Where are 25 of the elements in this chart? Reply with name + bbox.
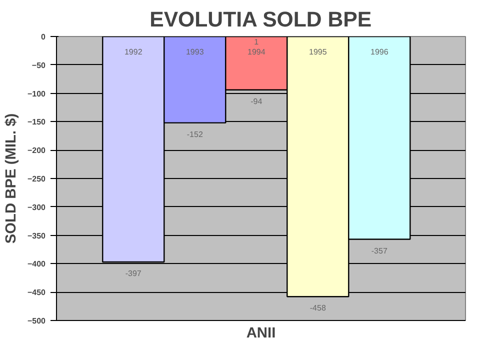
x-axis-title: ANII (246, 326, 276, 342)
y-tick-label: −250 (27, 174, 46, 184)
x-tick-label: 1992 (124, 48, 143, 56)
y-tick-label: −450 (27, 288, 46, 298)
y-tick-label: −200 (27, 146, 46, 156)
annotation: 1 (254, 38, 260, 46)
y-tick-label: −150 (27, 118, 46, 127)
y-axis-title: SOLD BPE (MIL. $) (3, 113, 20, 244)
y-tick-label: −50 (32, 60, 46, 70)
y-tick-label: −400 (27, 260, 46, 269)
y-tick-label: −100 (27, 89, 46, 98)
x-tick-label: 1995 (308, 48, 328, 56)
data-label: -152 (186, 130, 204, 139)
x-tick-label: 1994 (247, 48, 266, 56)
data-label: -458 (310, 304, 326, 313)
y-tick-label: −300 (27, 202, 46, 212)
y-tick-label: −500 (27, 316, 46, 326)
y-tick-label: 0 (41, 32, 46, 42)
chart-title: EVOLUTIA SOLD BPE (150, 8, 372, 32)
data-label: -94 (250, 96, 263, 106)
data-label: -357 (371, 246, 388, 256)
x-tick-label: 1996 (370, 48, 389, 56)
x-tick-label: 1993 (186, 48, 204, 56)
y-tick-label: −350 (27, 231, 46, 240)
data-label: -397 (125, 268, 142, 278)
